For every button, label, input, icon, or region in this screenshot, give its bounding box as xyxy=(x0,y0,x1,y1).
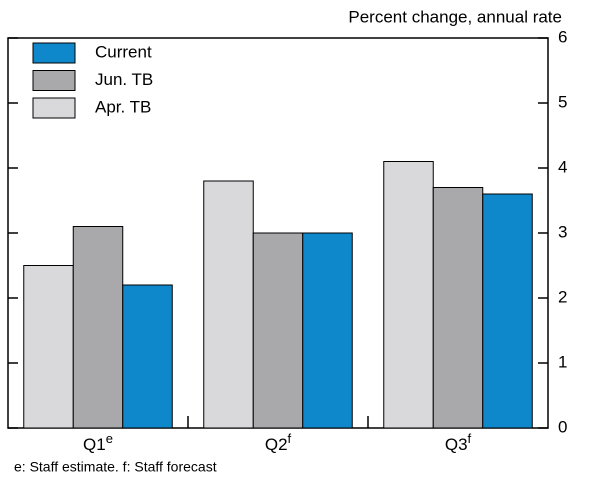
y-tick-label: 5 xyxy=(558,92,567,111)
y-tick-label: 3 xyxy=(558,222,567,241)
category: Q2 xyxy=(265,435,288,454)
x-tick-label: Q1e xyxy=(83,431,113,454)
bar xyxy=(252,232,304,429)
footnote: e: Staff estimate. f: Staff forecast xyxy=(14,459,217,475)
y-tick-label: 6 xyxy=(558,27,567,46)
bar xyxy=(122,284,173,429)
category-note: e xyxy=(106,431,113,446)
category: Q1 xyxy=(83,435,106,454)
bar xyxy=(23,265,74,429)
bar xyxy=(203,180,254,429)
legend-swatch xyxy=(32,70,76,91)
bar xyxy=(72,226,124,429)
y-tick-label: 4 xyxy=(558,157,567,176)
legend-swatch xyxy=(32,97,76,119)
legend-label: Jun. TB xyxy=(95,70,153,89)
y-tick-label: 0 xyxy=(558,417,567,436)
bar xyxy=(383,161,434,429)
bar xyxy=(432,187,484,429)
category-note: f xyxy=(288,431,292,446)
x-tick-label: Q3f xyxy=(445,431,472,454)
category-note: f xyxy=(468,431,472,446)
bar xyxy=(482,193,533,429)
legend-label: Current xyxy=(95,42,152,61)
legend-swatch xyxy=(32,42,76,64)
category: Q3 xyxy=(445,435,468,454)
bar xyxy=(302,232,353,429)
x-tick-label: Q2f xyxy=(265,431,292,454)
y-tick-label: 1 xyxy=(558,352,567,371)
y-axis-label: Percent change, annual rate xyxy=(348,7,562,26)
y-tick-label: 2 xyxy=(558,287,567,306)
legend-label: Apr. TB xyxy=(95,97,151,116)
